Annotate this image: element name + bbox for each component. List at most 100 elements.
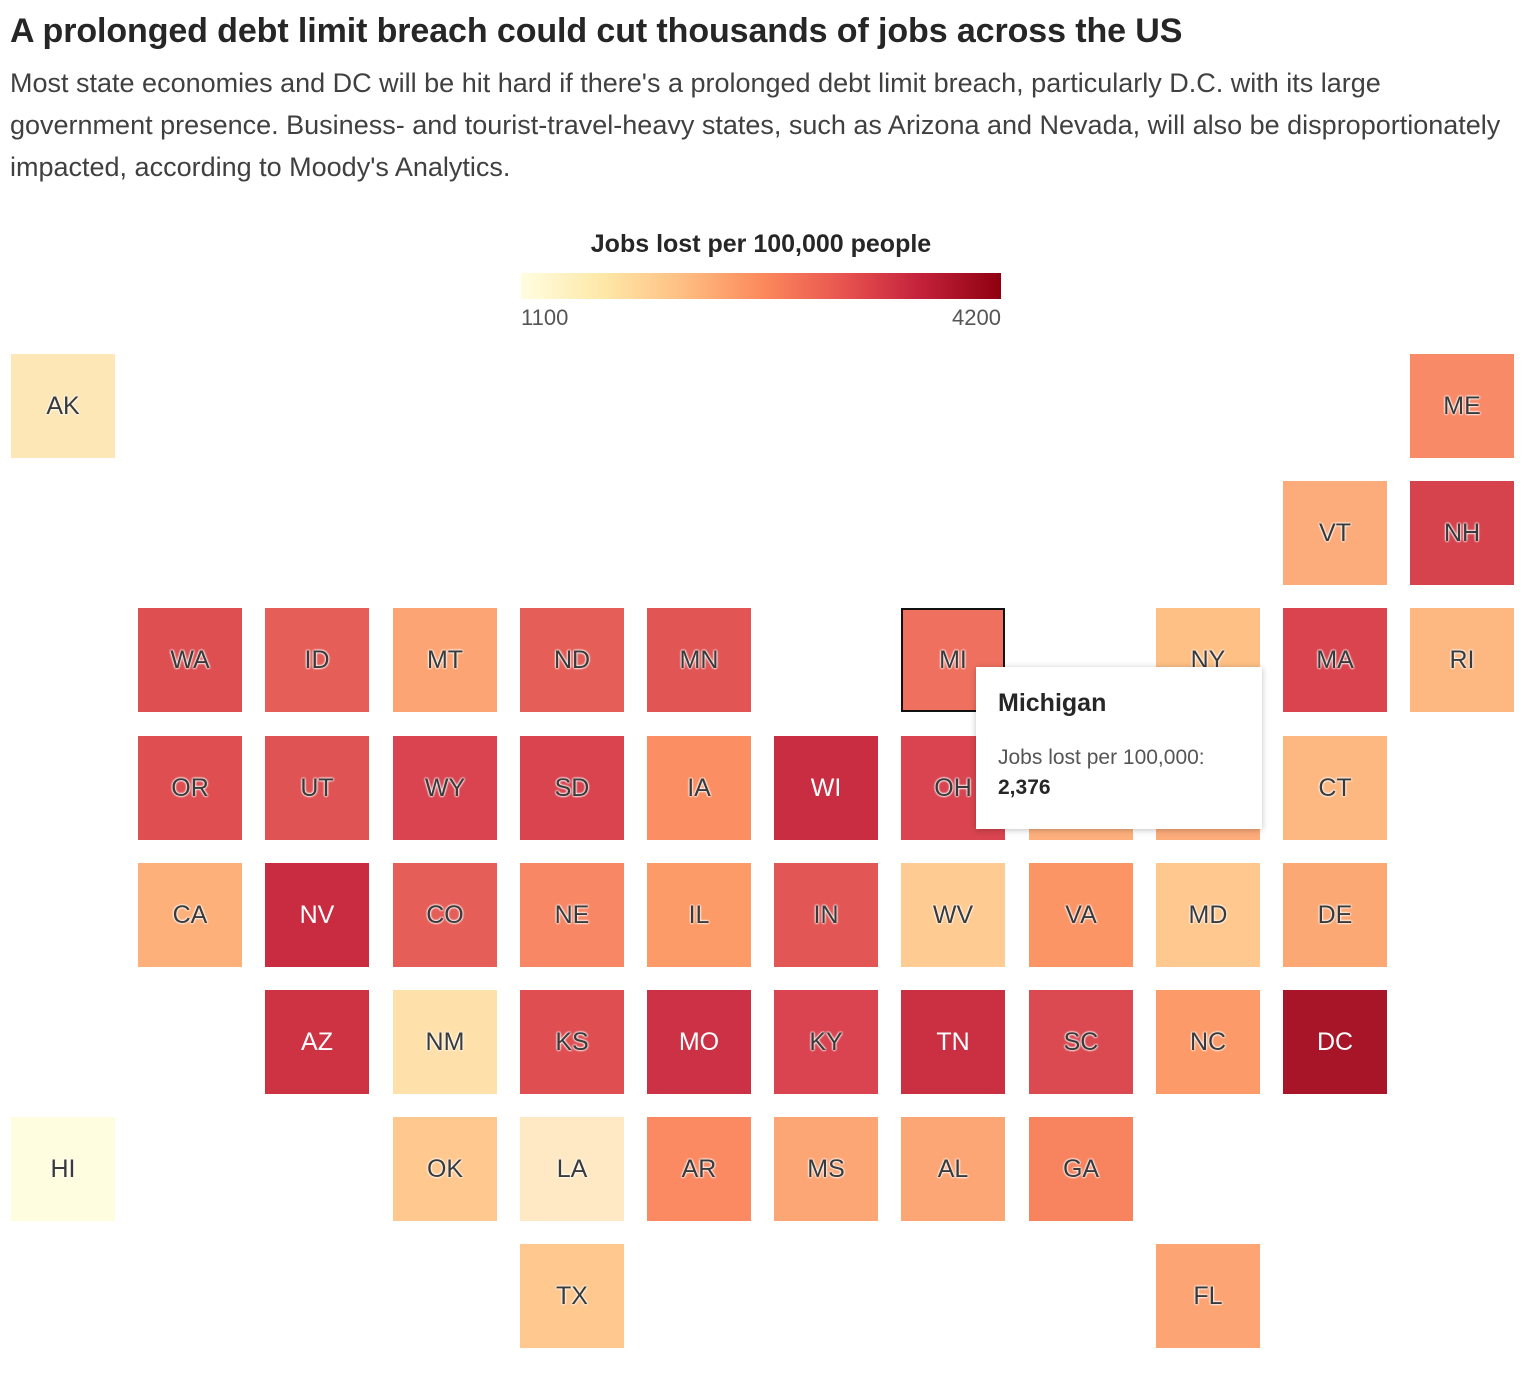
state-tile-me[interactable]: ME (1410, 354, 1514, 458)
chart-title: A prolonged debt limit breach could cut … (10, 12, 1183, 50)
state-label: TN (936, 1027, 970, 1056)
tooltip-metric-label: Jobs lost per 100,000: (998, 746, 1205, 769)
state-tile-md[interactable]: MD (1156, 863, 1260, 967)
state-tile-mt[interactable]: MT (393, 608, 497, 712)
legend-min-label: 1100 (521, 305, 569, 330)
state-label: GA (1062, 1154, 1100, 1183)
state-label: NV (299, 900, 335, 929)
state-label: WA (170, 645, 210, 674)
state-tile-nd[interactable]: ND (520, 608, 624, 712)
state-tile-wa[interactable]: WA (138, 608, 242, 712)
state-tile-hi[interactable]: HI (11, 1117, 115, 1221)
state-tile-wy[interactable]: WY (393, 736, 497, 840)
state-tile-wi[interactable]: WI (774, 736, 878, 840)
state-tile-al[interactable]: AL (901, 1117, 1005, 1221)
state-label: CO (426, 900, 464, 929)
state-label: HI (50, 1154, 76, 1183)
state-label: LA (556, 1154, 588, 1183)
state-label: OH (934, 773, 972, 802)
state-tile-co[interactable]: CO (393, 863, 497, 967)
state-tile-ar[interactable]: AR (647, 1117, 751, 1221)
state-tile-il[interactable]: IL (647, 863, 751, 967)
state-label: NC (1189, 1027, 1227, 1056)
state-label: AL (937, 1154, 969, 1183)
tooltip-metric-value: 2,376 (998, 776, 1051, 799)
state-label: CT (1318, 773, 1352, 802)
state-tile-ut[interactable]: UT (265, 736, 369, 840)
state-tile-mo[interactable]: MO (647, 990, 751, 1094)
state-tile-or[interactable]: OR (138, 736, 242, 840)
state-label: IL (688, 900, 710, 929)
state-tile-ok[interactable]: OK (393, 1117, 497, 1221)
state-tile-az[interactable]: AZ (265, 990, 369, 1094)
state-tile-ca[interactable]: CA (138, 863, 242, 967)
state-label: WV (932, 900, 974, 929)
state-label: KS (555, 1027, 589, 1056)
state-label: VA (1065, 900, 1097, 929)
state-tile-mn[interactable]: MN (647, 608, 751, 712)
state-label: FL (1193, 1281, 1223, 1310)
state-label: OK (426, 1154, 464, 1183)
state-label: MD (1188, 900, 1228, 929)
state-label: IN (813, 900, 839, 929)
state-tile-tx[interactable]: TX (520, 1244, 624, 1348)
state-label: IA (687, 773, 711, 802)
state-label: TX (556, 1281, 588, 1310)
state-tile-la[interactable]: LA (520, 1117, 624, 1221)
state-label: AK (46, 391, 80, 420)
state-label: ME (1443, 391, 1481, 420)
state-label: UT (300, 773, 334, 802)
state-tile-ms[interactable]: MS (774, 1117, 878, 1221)
state-tile-ga[interactable]: GA (1029, 1117, 1133, 1221)
state-label: NM (425, 1027, 465, 1056)
legend-color-bar (521, 273, 1001, 299)
state-tile-nc[interactable]: NC (1156, 990, 1260, 1094)
state-tile-sd[interactable]: SD (520, 736, 624, 840)
state-label: NH (1443, 518, 1481, 547)
state-label: ID (304, 645, 330, 674)
state-tile-ky[interactable]: KY (774, 990, 878, 1094)
state-tile-ia[interactable]: IA (647, 736, 751, 840)
legend-max-label: 4200 (952, 305, 1001, 330)
state-tile-in[interactable]: IN (774, 863, 878, 967)
state-label: VT (1319, 518, 1351, 547)
chart-subtitle: Most state economies and DC will be hit … (10, 68, 1501, 182)
state-label: MO (678, 1027, 720, 1056)
state-label: MI (939, 645, 967, 674)
state-label: NE (554, 900, 590, 929)
state-tile-nh[interactable]: NH (1410, 481, 1514, 585)
state-label: DE (1317, 900, 1353, 929)
state-tile-id[interactable]: ID (265, 608, 369, 712)
state-tile-tn[interactable]: TN (901, 990, 1005, 1094)
state-tile-de[interactable]: DE (1283, 863, 1387, 967)
state-tile-sc[interactable]: SC (1029, 990, 1133, 1094)
state-label: RI (1449, 645, 1475, 674)
state-tile-ri[interactable]: RI (1410, 608, 1514, 712)
state-label: DC (1316, 1027, 1354, 1056)
state-label: MS (807, 1154, 845, 1183)
state-label: WY (424, 773, 466, 802)
state-label: CA (172, 900, 208, 929)
state-tile-dc[interactable]: DC (1283, 990, 1387, 1094)
state-tile-nm[interactable]: NM (393, 990, 497, 1094)
state-label: AR (681, 1154, 717, 1183)
state-label: MA (1316, 645, 1354, 674)
tooltip-state-name: Michigan (998, 689, 1107, 717)
state-label: KY (809, 1027, 843, 1056)
state-label: MT (426, 645, 464, 674)
state-tile-nv[interactable]: NV (265, 863, 369, 967)
state-tile-ct[interactable]: CT (1283, 736, 1387, 840)
state-label: AZ (301, 1027, 333, 1056)
state-tile-ma[interactable]: MA (1283, 608, 1387, 712)
state-tile-va[interactable]: VA (1029, 863, 1133, 967)
state-tile-vt[interactable]: VT (1283, 481, 1387, 585)
state-tile-ne[interactable]: NE (520, 863, 624, 967)
state-label: MN (679, 645, 719, 674)
legend-title: Jobs lost per 100,000 people (590, 230, 932, 258)
state-tile-fl[interactable]: FL (1156, 1244, 1260, 1348)
state-tile-ak[interactable]: AK (11, 354, 115, 458)
state-tile-wv[interactable]: WV (901, 863, 1005, 967)
state-label: OR (171, 773, 209, 802)
state-tile-ks[interactable]: KS (520, 990, 624, 1094)
